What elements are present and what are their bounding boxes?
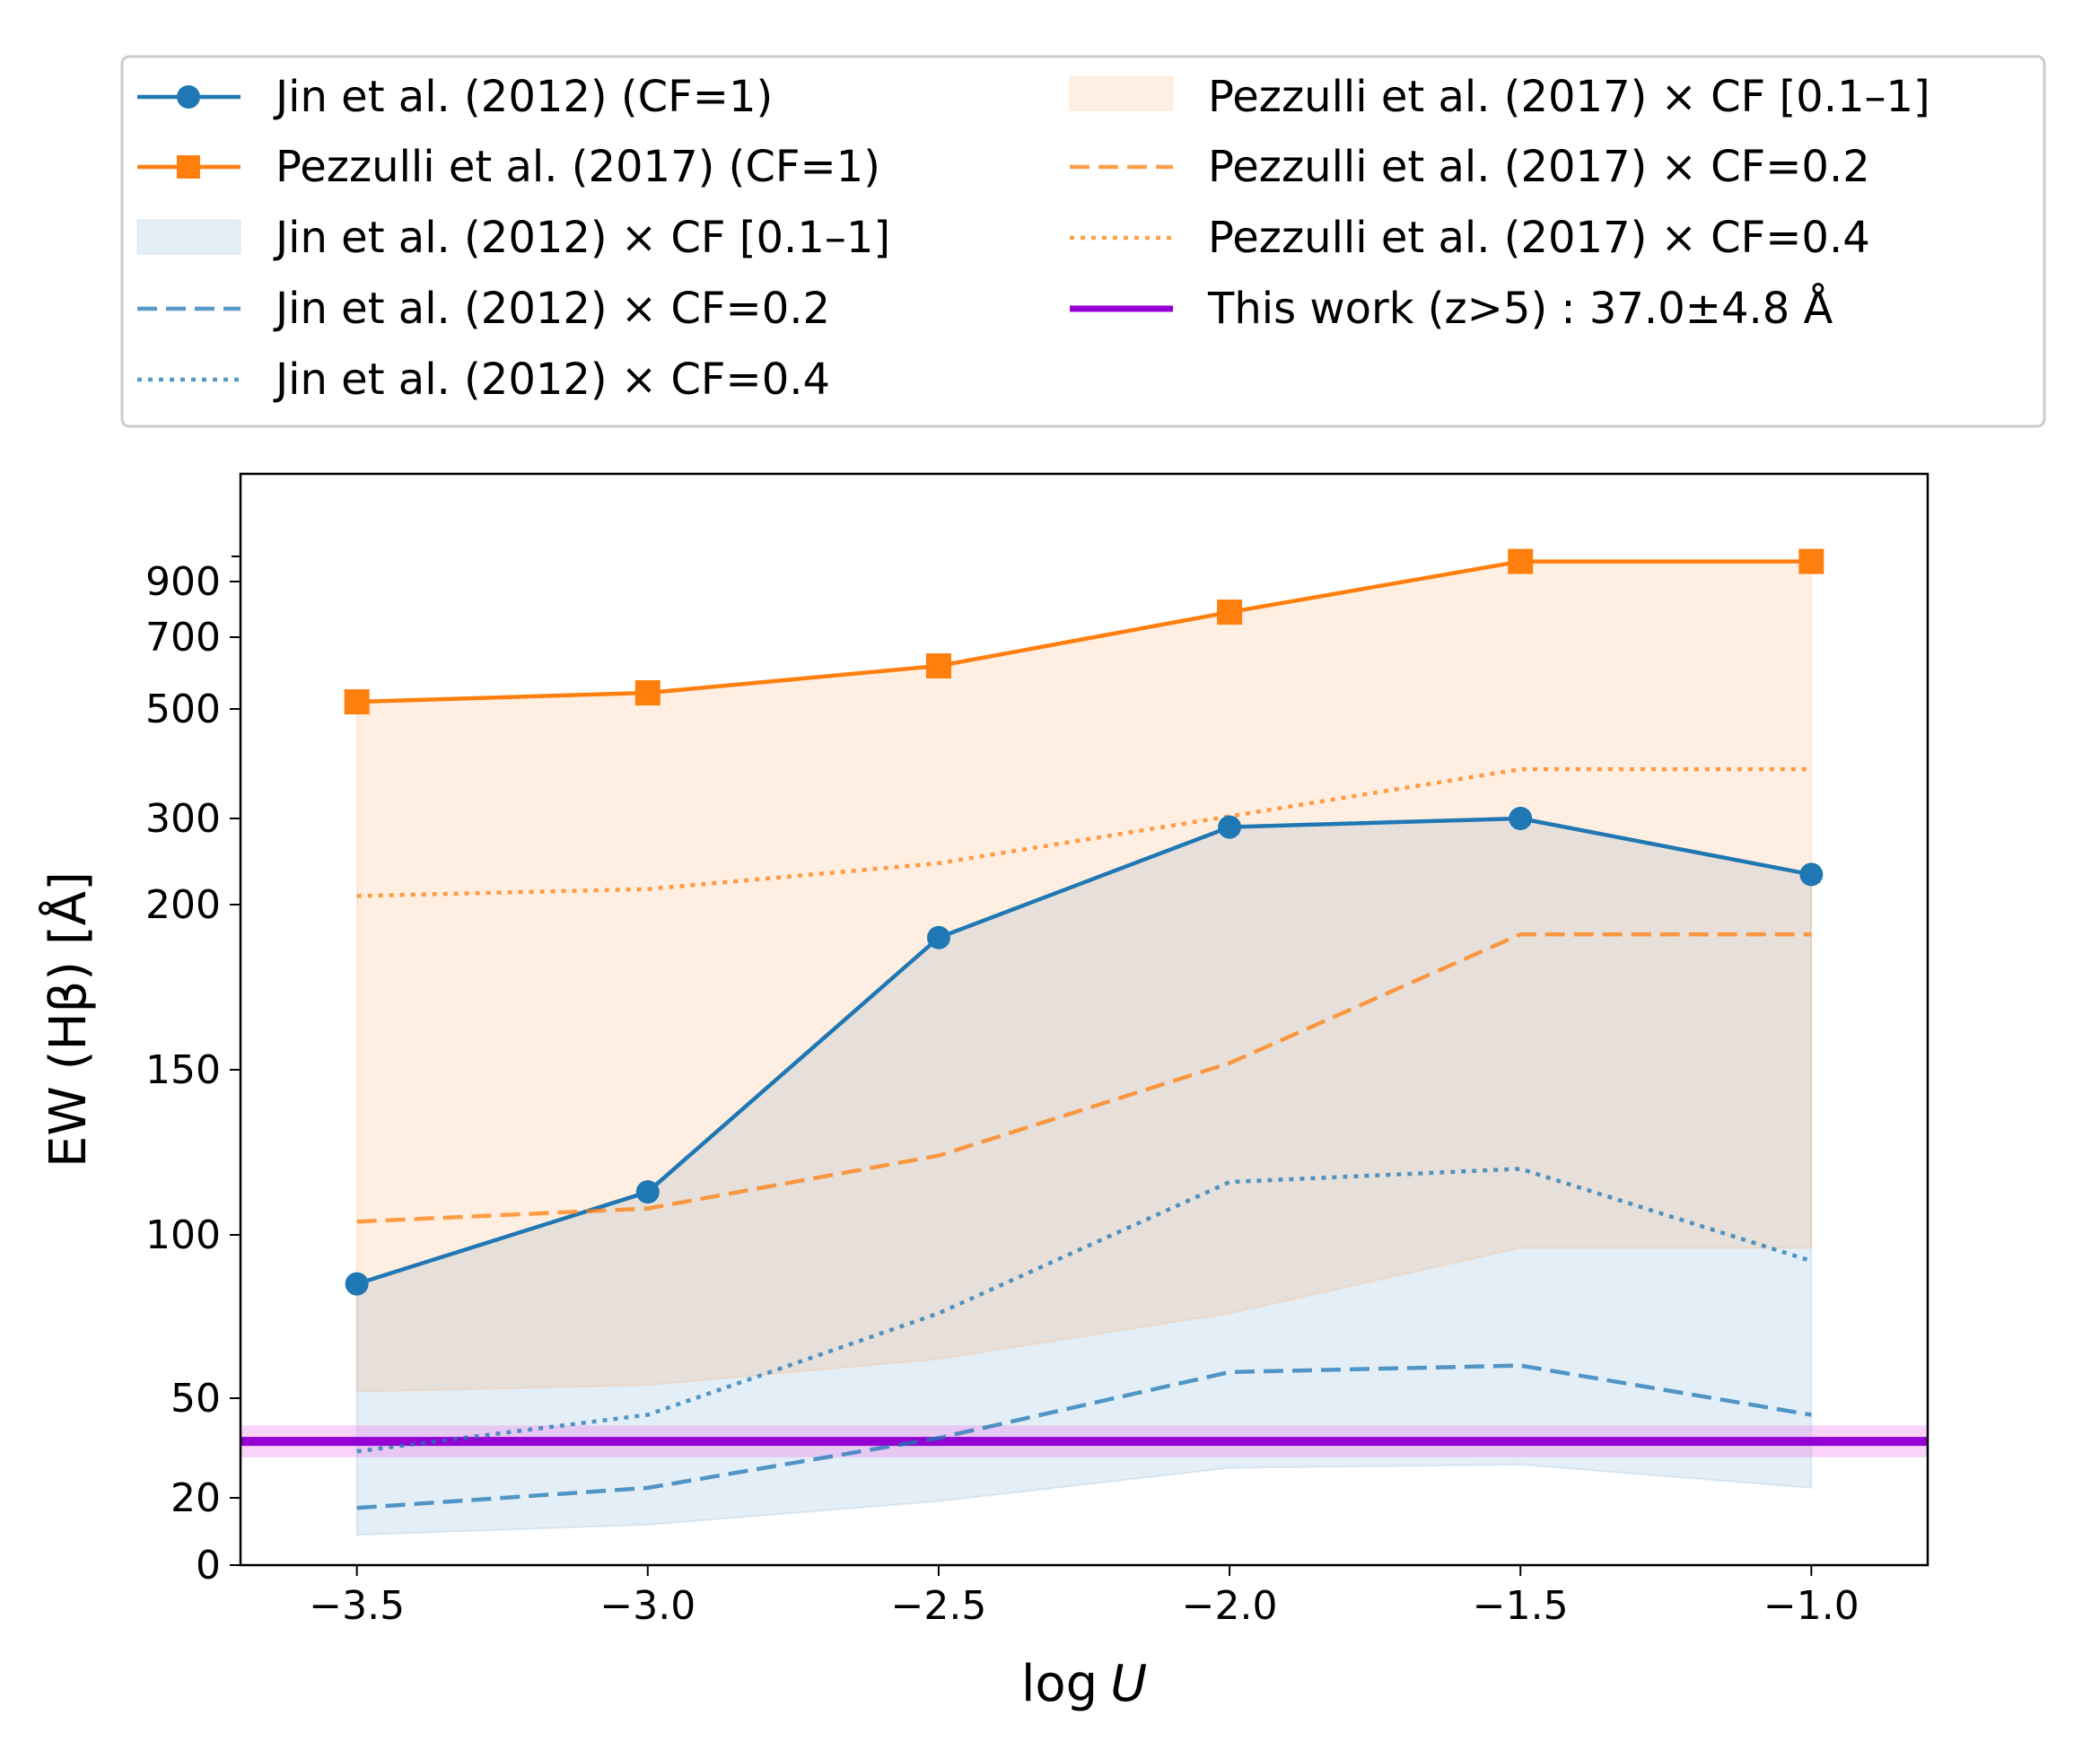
- y-tick-label-8: 700: [145, 615, 221, 661]
- marker-jin-et-al-2012-cf-1-5: [1799, 862, 1824, 887]
- x-tick-label-4: −1.5: [1473, 1583, 1569, 1629]
- legend-label-pez-cf02: Pezzulli et al. (2017) × CF=0.2: [1208, 142, 1870, 192]
- line-pezzulli-et-al-2017-cf-0-2: [356, 932, 1812, 1224]
- legend-label-jin-cf1: Jin et al. (2012) (CF=1): [273, 72, 773, 122]
- marker-pezzulli-et-al-2017-cf-1-5: [1798, 548, 1824, 574]
- y-tick-label-9: 900: [145, 559, 221, 605]
- marker-pezzulli-et-al-2017-cf-1-3: [1217, 599, 1243, 626]
- marker-jin-et-al-2012-cf-1-2: [926, 925, 950, 949]
- marker-jin-et-al-2012-cf-1-0: [345, 1272, 369, 1296]
- marker-jin-et-al-2012-cf-1-4: [1509, 807, 1533, 830]
- marker-pezzulli-et-al-2017-cf-1-0: [344, 689, 370, 714]
- y-tick-label-4: 150: [145, 1047, 221, 1093]
- x-tick-label-5: −1.0: [1763, 1583, 1859, 1629]
- x-axis-label-var: U: [1110, 1655, 1147, 1713]
- line-pezzulli-et-al-2017-cf-0-4: [356, 766, 1812, 898]
- y-tick-label-6: 300: [145, 796, 221, 842]
- y-tick-label-3: 100: [145, 1212, 221, 1258]
- legend-label-pez-cf04: Pezzulli et al. (2017) × CF=0.4: [1208, 213, 1870, 263]
- y-tick-label-1: 20: [171, 1475, 221, 1521]
- y-axis-label: EW (Hβ) [Å]: [39, 871, 98, 1168]
- plot-frame: [239, 472, 1929, 1567]
- x-axis-label: log U: [1021, 1655, 1147, 1713]
- legend: Jin et al. (2012) (CF=1) Pezzulli et al.…: [120, 55, 2046, 428]
- markers-layer: [344, 548, 1824, 1296]
- legend-label-jin-band: Jin et al. (2012) × CF [0.1–1]: [273, 213, 890, 263]
- marker-pezzulli-et-al-2017-cf-1-2: [925, 653, 951, 678]
- reference-layer: [241, 1425, 1928, 1457]
- marker-pezzulli-et-al-2017-cf-1-4: [1508, 548, 1534, 574]
- marker-jin-et-al-2012-cf-1-1: [635, 1180, 660, 1204]
- y-tick-label-2: 50: [171, 1376, 221, 1422]
- x-tick-label-0: −3.5: [309, 1583, 405, 1629]
- marker-pezzulli-et-al-2017-cf-1-1: [634, 680, 661, 705]
- legend-label-pez-cf1: Pezzulli et al. (2017) (CF=1): [276, 142, 880, 192]
- y-tick-label-7: 500: [145, 687, 221, 732]
- line-jin-et-al-2012-cf-0-4: [356, 1167, 1812, 1454]
- x-tick-label-2: −2.5: [891, 1583, 987, 1629]
- legend-marker-pez-cf1: [177, 155, 200, 179]
- lines-layer: [356, 559, 1812, 1510]
- line-pezzulli-et-al-2017-cf-1: [356, 559, 1812, 704]
- legend-swatch-jin-band: [136, 219, 241, 255]
- line-jin-et-al-2012-cf-1: [356, 816, 1812, 1286]
- legend-label-this-work: This work (z>5) : 37.0±4.8 Å: [1207, 283, 1833, 334]
- legend-label-jin-cf02: Jin et al. (2012) × CF=0.2: [273, 284, 830, 334]
- ticks-layer: −3.5 −3.0 −2.5 −2.0 −1.5 −1.0 0 20 50 100 150 200 30…: [145, 559, 1859, 1629]
- legend-label-jin-cf04: Jin et al. (2012) × CF=0.4: [273, 354, 830, 405]
- x-tick-label-1: −3.0: [599, 1583, 696, 1629]
- marker-jin-et-al-2012-cf-1-3: [1218, 815, 1242, 839]
- legend-label-pez-band: Pezzulli et al. (2017) × CF [0.1–1]: [1208, 72, 1930, 122]
- y-tick-label-0: 0: [196, 1543, 221, 1588]
- legend-frame: [120, 55, 2046, 428]
- bands-layer: [355, 560, 1813, 1536]
- x-tick-label-3: −2.0: [1182, 1583, 1278, 1629]
- line-jin-et-al-2012-cf-0-2: [356, 1363, 1812, 1510]
- y-tick-label-5: 200: [145, 882, 221, 928]
- x-axis-label-prefix: log: [1021, 1655, 1098, 1713]
- legend-marker-jin-cf1: [177, 85, 200, 109]
- legend-swatch-pez-band: [1069, 75, 1174, 111]
